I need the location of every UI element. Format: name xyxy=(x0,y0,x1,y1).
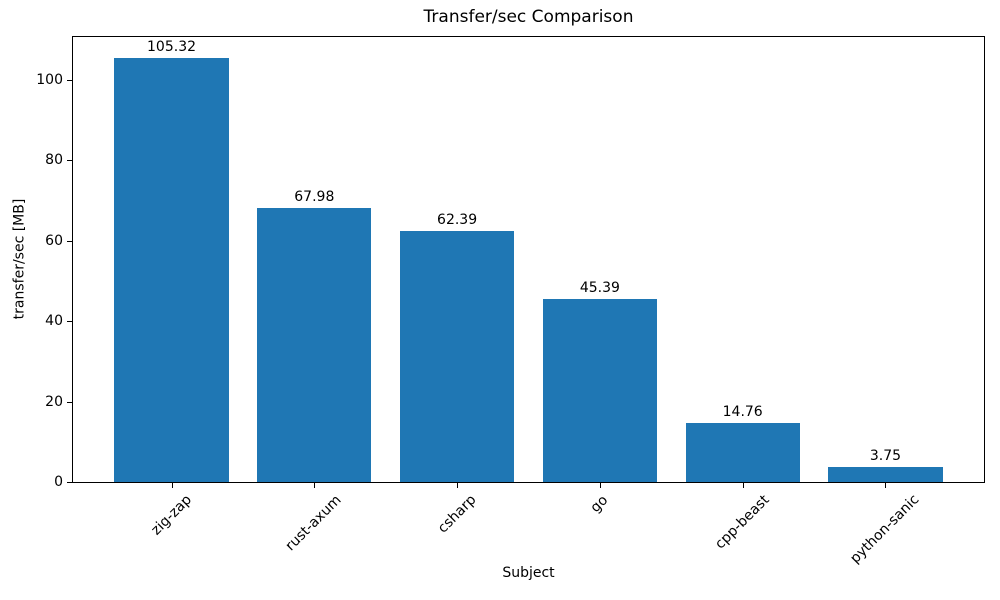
y-tick-mark xyxy=(67,79,72,81)
y-tick-mark xyxy=(67,240,72,242)
y-tick-mark xyxy=(67,160,72,162)
bar-value-label: 105.32 xyxy=(147,39,197,56)
y-tick-mark xyxy=(67,482,72,483)
bar-value-label: 14.76 xyxy=(722,403,763,420)
x-tick-mark xyxy=(885,483,887,488)
x-tick-mark xyxy=(457,483,459,488)
bar-value-label: 67.98 xyxy=(294,189,335,206)
x-axis-label: Subject xyxy=(502,565,555,581)
bar-zig-zap xyxy=(114,58,229,482)
bar-value-label: 45.39 xyxy=(579,280,620,297)
bar-rust-axum xyxy=(257,208,372,482)
x-tick-mark xyxy=(314,483,316,488)
bar-cpp-beast xyxy=(685,422,800,482)
x-tick-label-cpp-beast: cpp-beast xyxy=(712,491,773,553)
y-tick-label-20: 20 xyxy=(45,393,63,410)
y-tick-mark xyxy=(67,321,72,323)
chart-title: Transfer/sec Comparison xyxy=(423,7,634,27)
y-tick-mark xyxy=(67,401,72,403)
plot-area: 105.32 67.98 62.39 45.39 14.76 3.75 xyxy=(72,36,985,483)
y-tick-label-60: 60 xyxy=(45,232,63,249)
x-tick-mark xyxy=(599,483,601,488)
y-tick-label-100: 100 xyxy=(36,71,63,88)
x-tick-label-python-sanic: python-sanic xyxy=(847,491,923,568)
bar-csharp xyxy=(399,230,515,482)
y-tick-label-40: 40 xyxy=(45,313,63,330)
bar-go xyxy=(542,299,657,482)
x-tick-label-rust-axum: rust-axum xyxy=(282,492,345,555)
x-tick-label-go: go xyxy=(587,491,612,516)
y-tick-label-0: 0 xyxy=(54,474,63,490)
y-tick-label-80: 80 xyxy=(45,152,63,169)
bar-value-label: 3.75 xyxy=(869,447,902,464)
bar-value-label: 62.39 xyxy=(437,211,478,228)
bar-python-sanic xyxy=(828,466,943,482)
x-tick-label-zig-zap: zig-zap xyxy=(147,491,195,539)
y-axis-label: transfer/sec [MB] xyxy=(11,198,28,320)
x-tick-mark xyxy=(171,483,173,488)
x-tick-mark xyxy=(742,483,744,488)
x-tick-label-csharp: csharp xyxy=(434,491,480,537)
